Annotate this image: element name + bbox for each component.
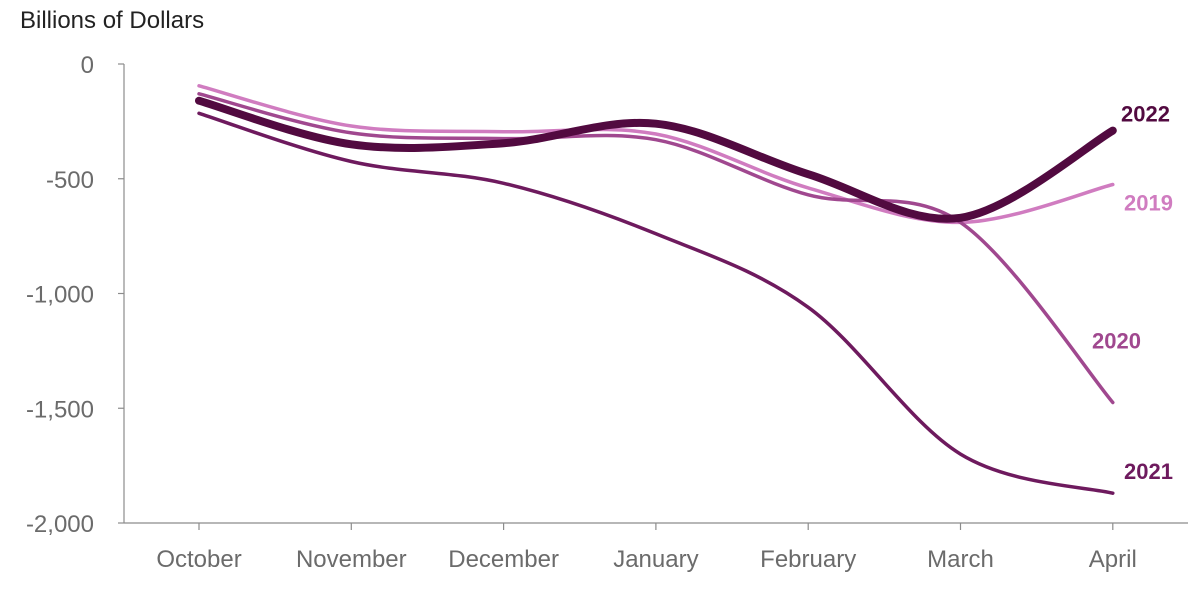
series-label-2021: 2021 (1124, 459, 1173, 484)
y-tick-label: -1,000 (26, 282, 94, 309)
y-tick-label: 0 (81, 52, 94, 79)
x-tick-label: November (296, 546, 407, 573)
y-tick-label: -1,500 (26, 396, 94, 423)
x-tick-label: February (760, 546, 856, 573)
x-tick-label: March (927, 546, 994, 573)
series-label-2022: 2022 (1121, 102, 1170, 127)
x-tick-label: October (156, 546, 241, 573)
series-line-2022 (195, 96, 1117, 223)
series-line-2019 (197, 84, 1115, 225)
x-tick-label: December (448, 546, 559, 573)
series-label-2019: 2019 (1124, 190, 1173, 215)
series-line-2021 (197, 111, 1115, 495)
y-tick-label: -2,000 (26, 511, 94, 538)
series-labels: 2019 2020 2021 2022 (1092, 102, 1173, 485)
series-lines (195, 84, 1117, 495)
y-tick-label: -500 (46, 167, 94, 194)
x-tick-label: January (613, 546, 698, 573)
series-line-2020 (197, 92, 1115, 405)
y-axis-label: Billions of Dollars (20, 7, 204, 34)
series-label-2020: 2020 (1092, 329, 1141, 354)
axes: 0 -500 -1,000 -1,500 -2,000 October November De… (26, 52, 1188, 573)
x-tick-label: April (1089, 546, 1137, 573)
